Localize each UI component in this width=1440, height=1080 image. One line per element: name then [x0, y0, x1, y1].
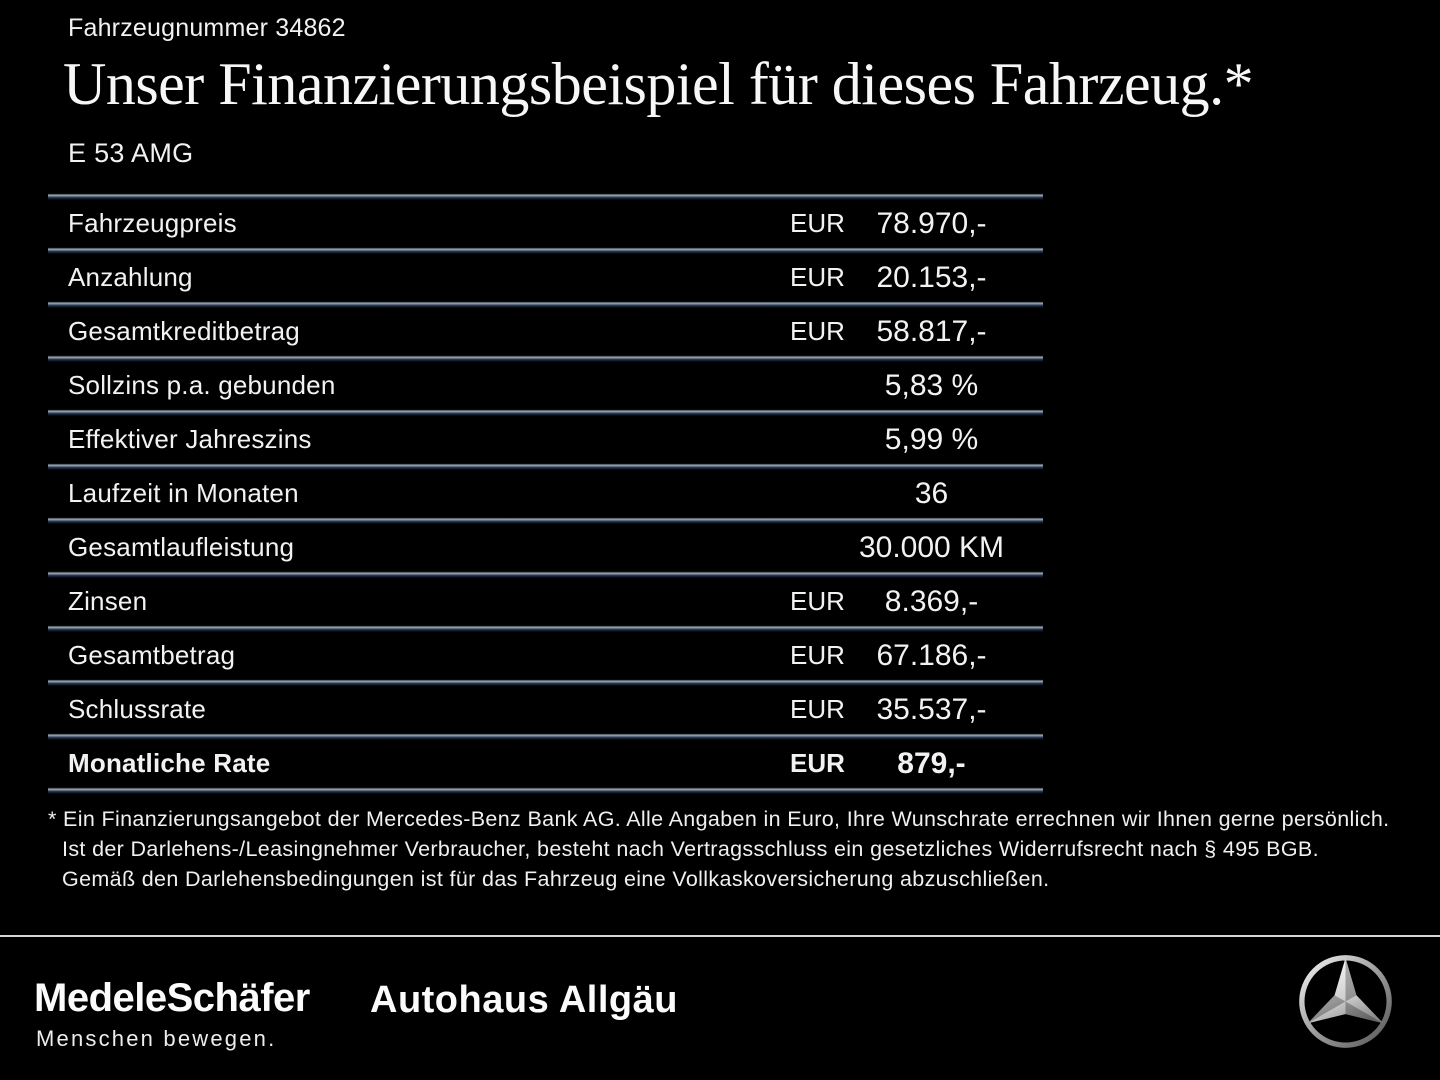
row-label: Monatliche Rate	[68, 748, 271, 778]
dealer-tagline: Menschen bewegen.	[36, 1026, 277, 1051]
table-row: Monatliche Rate EUR 879,-	[48, 740, 1043, 787]
row-label: Gesamtlaufleistung	[68, 532, 295, 562]
row-separator	[48, 625, 1043, 632]
row-label: Gesamtkreditbetrag	[68, 316, 300, 346]
row-separator	[48, 463, 1043, 470]
row-separator	[48, 679, 1043, 686]
row-value: 30.000 KM	[858, 530, 1005, 564]
row-label: Schlussrate	[68, 694, 207, 724]
row-label: Fahrzeugpreis	[68, 208, 237, 238]
financing-table: Fahrzeugpreis EUR 78.970,- Anzahlung EUR 20.1…	[48, 193, 1043, 794]
row-label: Gesamtbetrag	[68, 640, 236, 670]
row-value: 5,99 %	[884, 422, 979, 456]
row-separator	[48, 355, 1043, 362]
row-separator	[48, 571, 1043, 578]
row-separator	[48, 193, 1043, 200]
mercedes-star-icon	[1297, 953, 1394, 1050]
row-currency: EUR	[790, 316, 845, 346]
row-separator	[48, 517, 1043, 524]
row-value: 35.537,-	[876, 692, 987, 726]
table-row: Gesamtbetrag EUR 67.186,-	[48, 632, 1043, 679]
row-value: 879,-	[897, 746, 966, 780]
table-row: Effektiver Jahreszins 5,99 %	[48, 416, 1043, 463]
row-label: Anzahlung	[68, 262, 193, 292]
table-row: Gesamtlaufleistung 30.000 KM	[48, 524, 1043, 571]
footer-divider	[0, 935, 1440, 937]
row-currency: EUR	[790, 748, 845, 778]
row-value: 5,83 %	[884, 368, 979, 402]
row-value: 78.970,-	[876, 206, 987, 240]
vehicle-number: Fahrzeugnummer 34862	[68, 14, 346, 42]
dealer-logo-autohaus-allgaeu: Autohaus Allgäu	[370, 979, 678, 1021]
row-separator	[48, 247, 1043, 254]
row-separator	[48, 733, 1043, 740]
row-separator	[48, 787, 1043, 794]
row-currency: EUR	[790, 640, 845, 670]
row-currency: EUR	[790, 694, 845, 724]
row-currency: EUR	[790, 586, 845, 616]
table-row: Fahrzeugpreis EUR 78.970,-	[48, 200, 1043, 247]
row-currency: EUR	[790, 208, 845, 238]
row-currency: EUR	[790, 262, 845, 292]
row-value: 58.817,-	[876, 314, 987, 348]
row-label: Effektiver Jahreszins	[68, 424, 312, 454]
table-row: Gesamtkreditbetrag EUR 58.817,-	[48, 308, 1043, 355]
row-label: Zinsen	[68, 586, 148, 616]
row-separator	[48, 301, 1043, 308]
table-row: Laufzeit in Monaten 36	[48, 470, 1043, 517]
table-row: Zinsen EUR 8.369,-	[48, 578, 1043, 625]
row-label: Sollzins p.a. gebunden	[68, 370, 336, 400]
row-value: 36	[914, 476, 949, 510]
row-value: 20.153,-	[876, 260, 987, 294]
row-label: Laufzeit in Monaten	[68, 478, 299, 508]
dealer-logo-medele-schaefer: MedeleSchäfer	[34, 976, 310, 1020]
row-separator	[48, 409, 1043, 416]
disclaimer-text: * Ein Finanzierungsangebot der Mercedes-…	[48, 807, 1390, 891]
row-value: 8.369,-	[884, 584, 979, 618]
table-row: Schlussrate EUR 35.537,-	[48, 686, 1043, 733]
row-value: 67.186,-	[876, 638, 987, 672]
model-name: E 53 AMG	[68, 138, 194, 168]
page-title: Unser Finanzierungsbeispiel für dieses F…	[63, 51, 1254, 117]
table-row: Sollzins p.a. gebunden 5,83 %	[48, 362, 1043, 409]
table-row: Anzahlung EUR 20.153,-	[48, 254, 1043, 301]
